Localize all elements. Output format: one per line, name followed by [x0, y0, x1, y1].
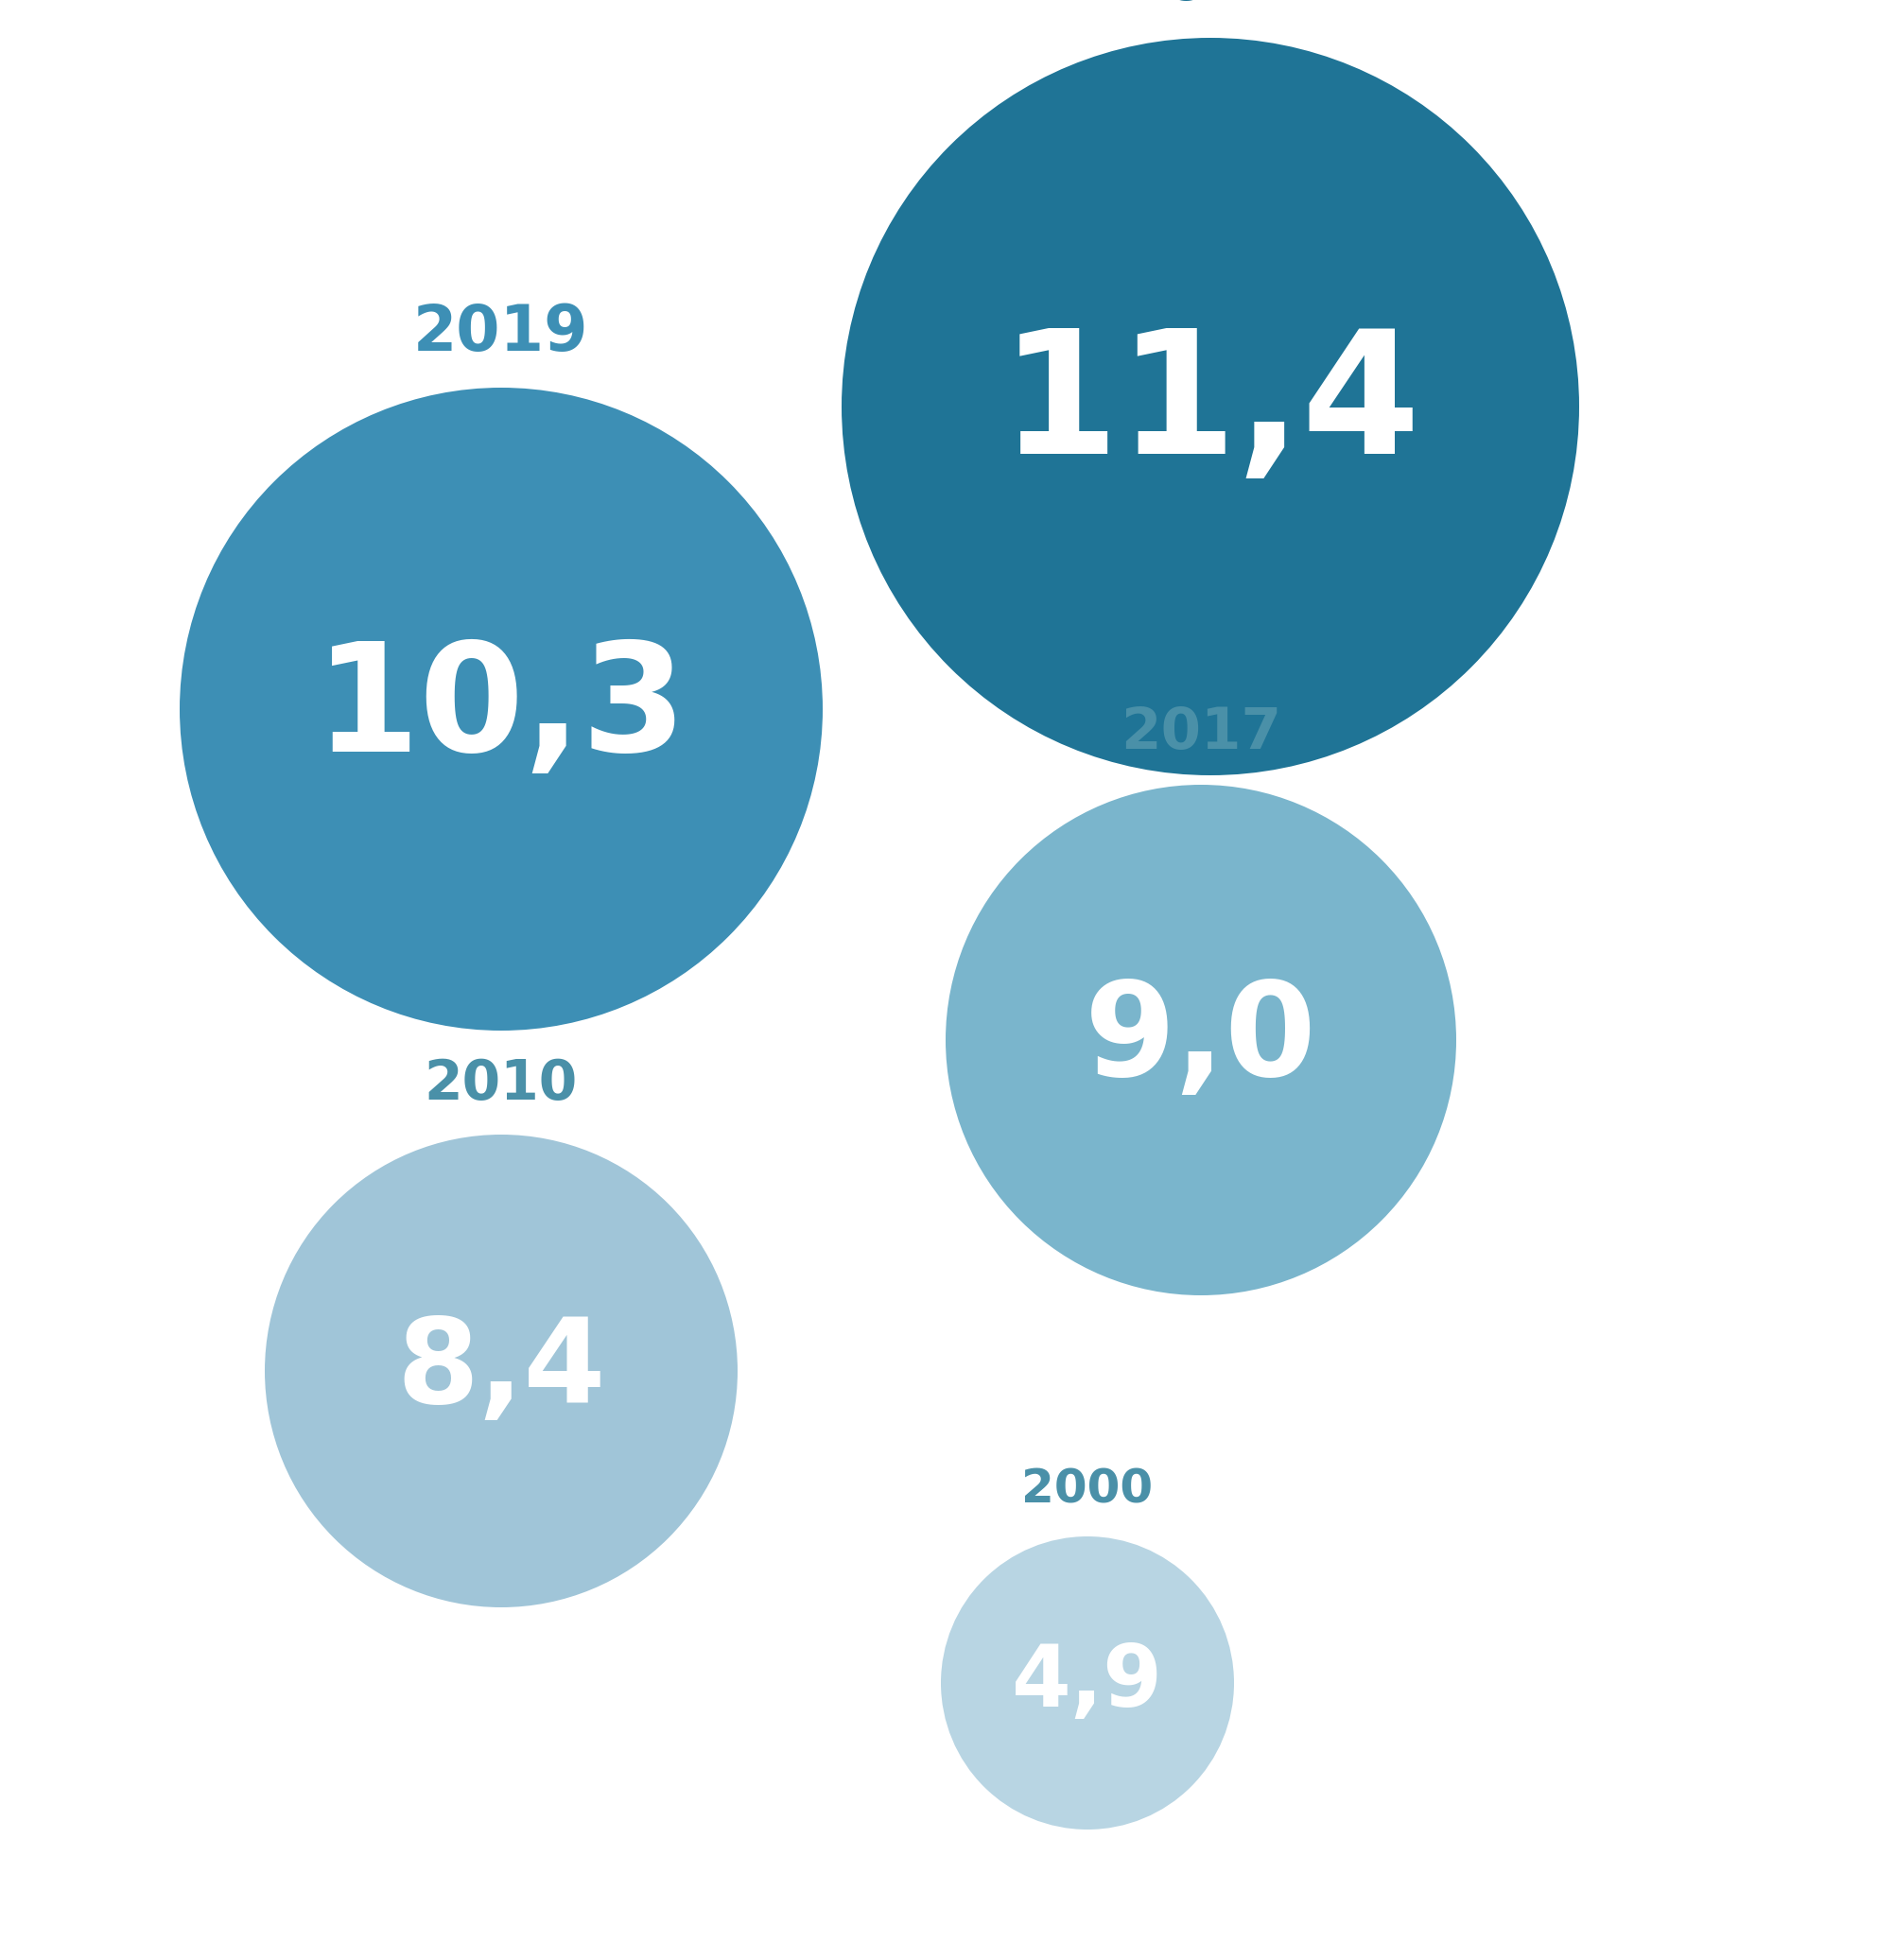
Text: 2000: 2000 — [1021, 1468, 1154, 1513]
Ellipse shape — [942, 1537, 1234, 1829]
Ellipse shape — [946, 784, 1455, 1296]
Text: 4,9: 4,9 — [1012, 1641, 1164, 1725]
Ellipse shape — [841, 37, 1579, 776]
Ellipse shape — [180, 388, 822, 1031]
Text: 11,4: 11,4 — [1001, 323, 1421, 490]
Ellipse shape — [265, 1135, 737, 1607]
Text: 2019: 2019 — [413, 302, 589, 365]
Text: 10,3: 10,3 — [315, 635, 688, 782]
Text: 8,4: 8,4 — [396, 1313, 606, 1429]
Text: 2017: 2017 — [1120, 706, 1281, 760]
Text: 9,0: 9,0 — [1084, 976, 1317, 1103]
Text: 2010: 2010 — [424, 1056, 578, 1111]
Text: 2022: 2022 — [1116, 0, 1306, 14]
